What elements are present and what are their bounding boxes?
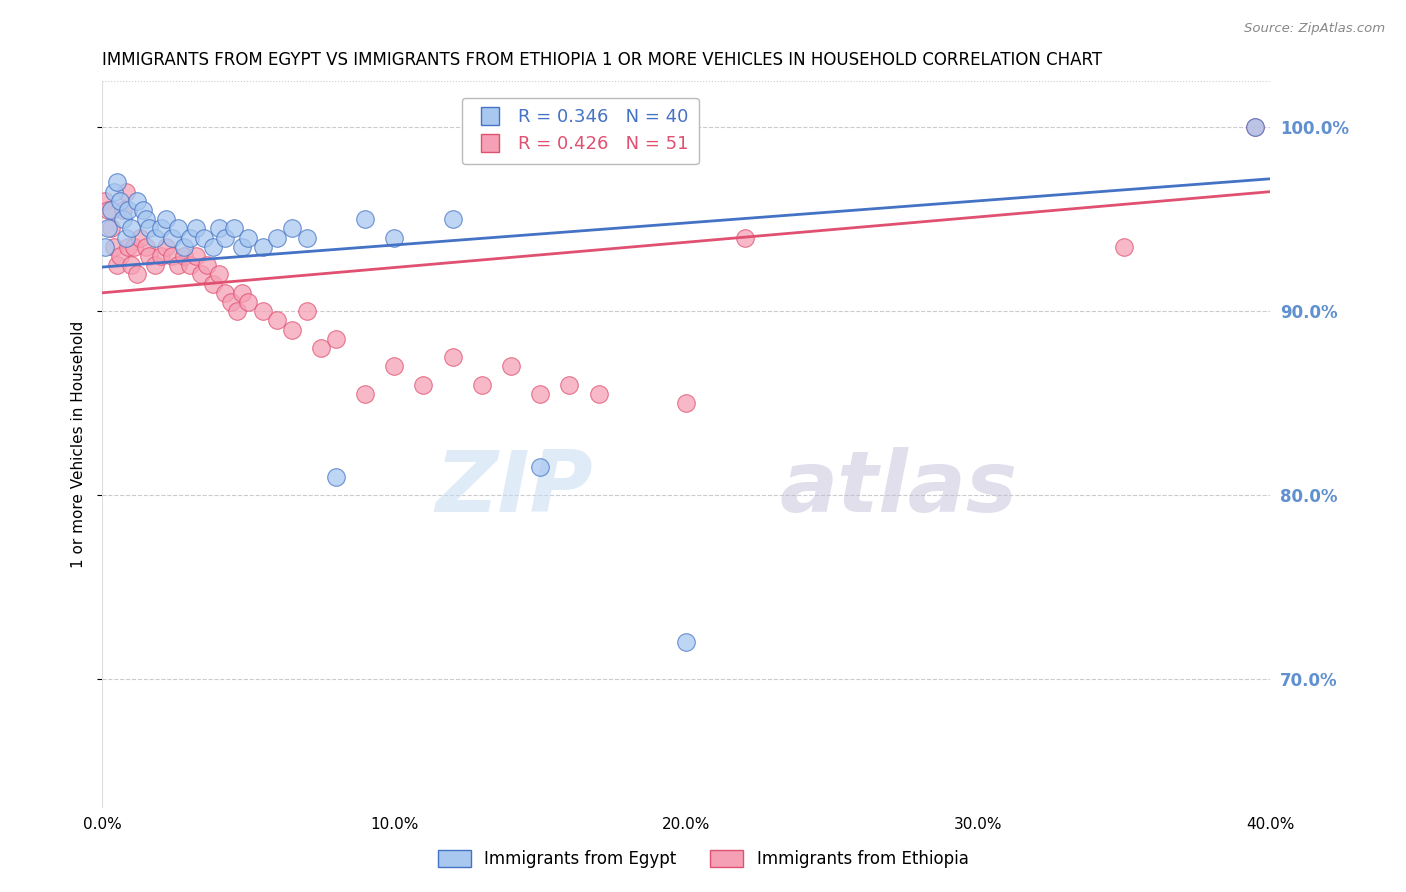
Text: IMMIGRANTS FROM EGYPT VS IMMIGRANTS FROM ETHIOPIA 1 OR MORE VEHICLES IN HOUSEHOL: IMMIGRANTS FROM EGYPT VS IMMIGRANTS FROM…: [103, 51, 1102, 69]
Y-axis label: 1 or more Vehicles in Household: 1 or more Vehicles in Household: [72, 321, 86, 568]
Point: [111, 202, 134, 217]
Point: [117, 240, 139, 254]
Point: [127, 268, 149, 282]
Point: [184, 249, 207, 263]
Point: [117, 202, 139, 217]
Point: [105, 176, 128, 190]
Point: [103, 240, 125, 254]
Point: [127, 194, 149, 208]
Point: [281, 322, 304, 336]
Point: [179, 258, 201, 272]
Point: [529, 387, 551, 401]
Point: [195, 258, 218, 272]
Point: [558, 377, 581, 392]
Point: [111, 212, 134, 227]
Text: atlas: atlas: [779, 447, 1018, 530]
Point: [309, 341, 332, 355]
Point: [155, 240, 177, 254]
Point: [266, 313, 288, 327]
Point: [588, 387, 610, 401]
Point: [675, 635, 697, 649]
Point: [214, 230, 236, 244]
Legend: R = 0.346   N = 40, R = 0.426   N = 51: R = 0.346 N = 40, R = 0.426 N = 51: [461, 97, 699, 164]
Point: [167, 258, 190, 272]
Point: [214, 285, 236, 300]
Point: [138, 221, 160, 235]
Point: [471, 377, 494, 392]
Point: [100, 221, 122, 235]
Point: [208, 268, 231, 282]
Point: [143, 258, 166, 272]
Point: [238, 295, 260, 310]
Point: [295, 304, 318, 318]
Point: [354, 212, 377, 227]
Point: [120, 258, 142, 272]
Point: [325, 469, 347, 483]
Point: [143, 230, 166, 244]
Point: [132, 202, 155, 217]
Point: [193, 230, 215, 244]
Point: [219, 295, 242, 310]
Text: Source: ZipAtlas.com: Source: ZipAtlas.com: [1244, 22, 1385, 36]
Point: [184, 221, 207, 235]
Point: [529, 460, 551, 475]
Point: [108, 194, 131, 208]
Point: [382, 230, 405, 244]
Point: [97, 221, 120, 235]
Text: ZIP: ZIP: [434, 447, 593, 530]
Point: [120, 221, 142, 235]
Point: [222, 221, 245, 235]
Point: [173, 249, 195, 263]
Point: [231, 285, 253, 300]
Point: [108, 249, 131, 263]
Point: [281, 221, 304, 235]
Point: [238, 230, 260, 244]
Point: [114, 230, 136, 244]
Point: [231, 240, 253, 254]
Point: [252, 304, 274, 318]
Point: [202, 240, 225, 254]
Point: [266, 230, 288, 244]
Point: [225, 304, 247, 318]
Point: [1244, 120, 1267, 135]
Point: [382, 359, 405, 374]
Point: [295, 230, 318, 244]
Point: [499, 359, 522, 374]
Point: [114, 185, 136, 199]
Point: [105, 258, 128, 272]
Point: [167, 221, 190, 235]
Point: [94, 240, 117, 254]
Point: [1114, 240, 1136, 254]
Point: [441, 350, 464, 364]
Point: [412, 377, 434, 392]
Point: [202, 277, 225, 291]
Point: [441, 212, 464, 227]
Point: [103, 185, 125, 199]
Point: [325, 332, 347, 346]
Point: [173, 240, 195, 254]
Point: [162, 230, 184, 244]
Point: [149, 221, 172, 235]
Point: [162, 249, 184, 263]
Point: [129, 230, 152, 244]
Point: [100, 202, 122, 217]
Point: [97, 202, 120, 217]
Point: [155, 212, 177, 227]
Point: [124, 240, 146, 254]
Point: [1244, 120, 1267, 135]
Point: [179, 230, 201, 244]
Point: [135, 212, 157, 227]
Point: [149, 249, 172, 263]
Point: [135, 240, 157, 254]
Point: [208, 221, 231, 235]
Point: [94, 194, 117, 208]
Point: [138, 249, 160, 263]
Point: [734, 230, 756, 244]
Legend: Immigrants from Egypt, Immigrants from Ethiopia: Immigrants from Egypt, Immigrants from E…: [430, 843, 976, 875]
Point: [354, 387, 377, 401]
Point: [252, 240, 274, 254]
Point: [675, 396, 697, 410]
Point: [190, 268, 212, 282]
